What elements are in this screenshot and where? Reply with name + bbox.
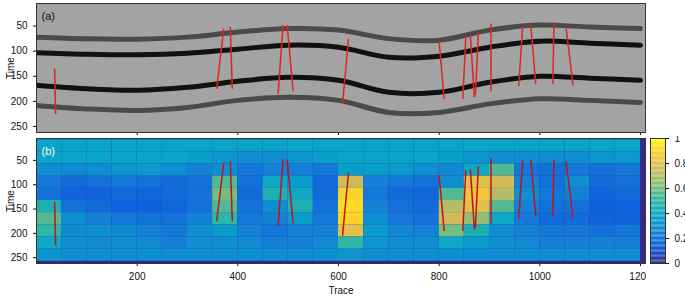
svg-text:0.6: 0.6 [675, 183, 685, 194]
svg-text:0.8: 0.8 [675, 158, 685, 169]
svg-text:400: 400 [229, 271, 246, 282]
svg-text:250: 250 [11, 252, 28, 263]
svg-text:Time: Time [5, 190, 16, 212]
svg-text:50: 50 [16, 155, 28, 166]
svg-text:0.2: 0.2 [675, 233, 685, 244]
svg-text:1: 1 [675, 136, 681, 144]
svg-text:50: 50 [16, 20, 28, 31]
svg-text:(a): (a) [42, 10, 55, 22]
svg-text:0.4: 0.4 [675, 208, 685, 219]
svg-text:150: 150 [10, 70, 28, 82]
svg-text:Trace: Trace [328, 285, 354, 296]
svg-text:250: 250 [11, 121, 28, 132]
svg-text:0: 0 [675, 258, 681, 269]
svg-text:200: 200 [11, 96, 28, 107]
svg-text:(b): (b) [42, 145, 55, 157]
svg-text:600: 600 [330, 271, 347, 282]
svg-text:1000: 1000 [529, 271, 552, 282]
svg-text:100: 100 [11, 45, 28, 56]
svg-text:200: 200 [11, 228, 28, 239]
svg-text:100: 100 [11, 179, 28, 190]
svg-text:150: 150 [10, 203, 28, 215]
svg-text:1200: 1200 [629, 271, 646, 282]
svg-text:Time: Time [5, 57, 16, 79]
svg-text:200: 200 [129, 271, 146, 282]
svg-text:800: 800 [431, 271, 448, 282]
